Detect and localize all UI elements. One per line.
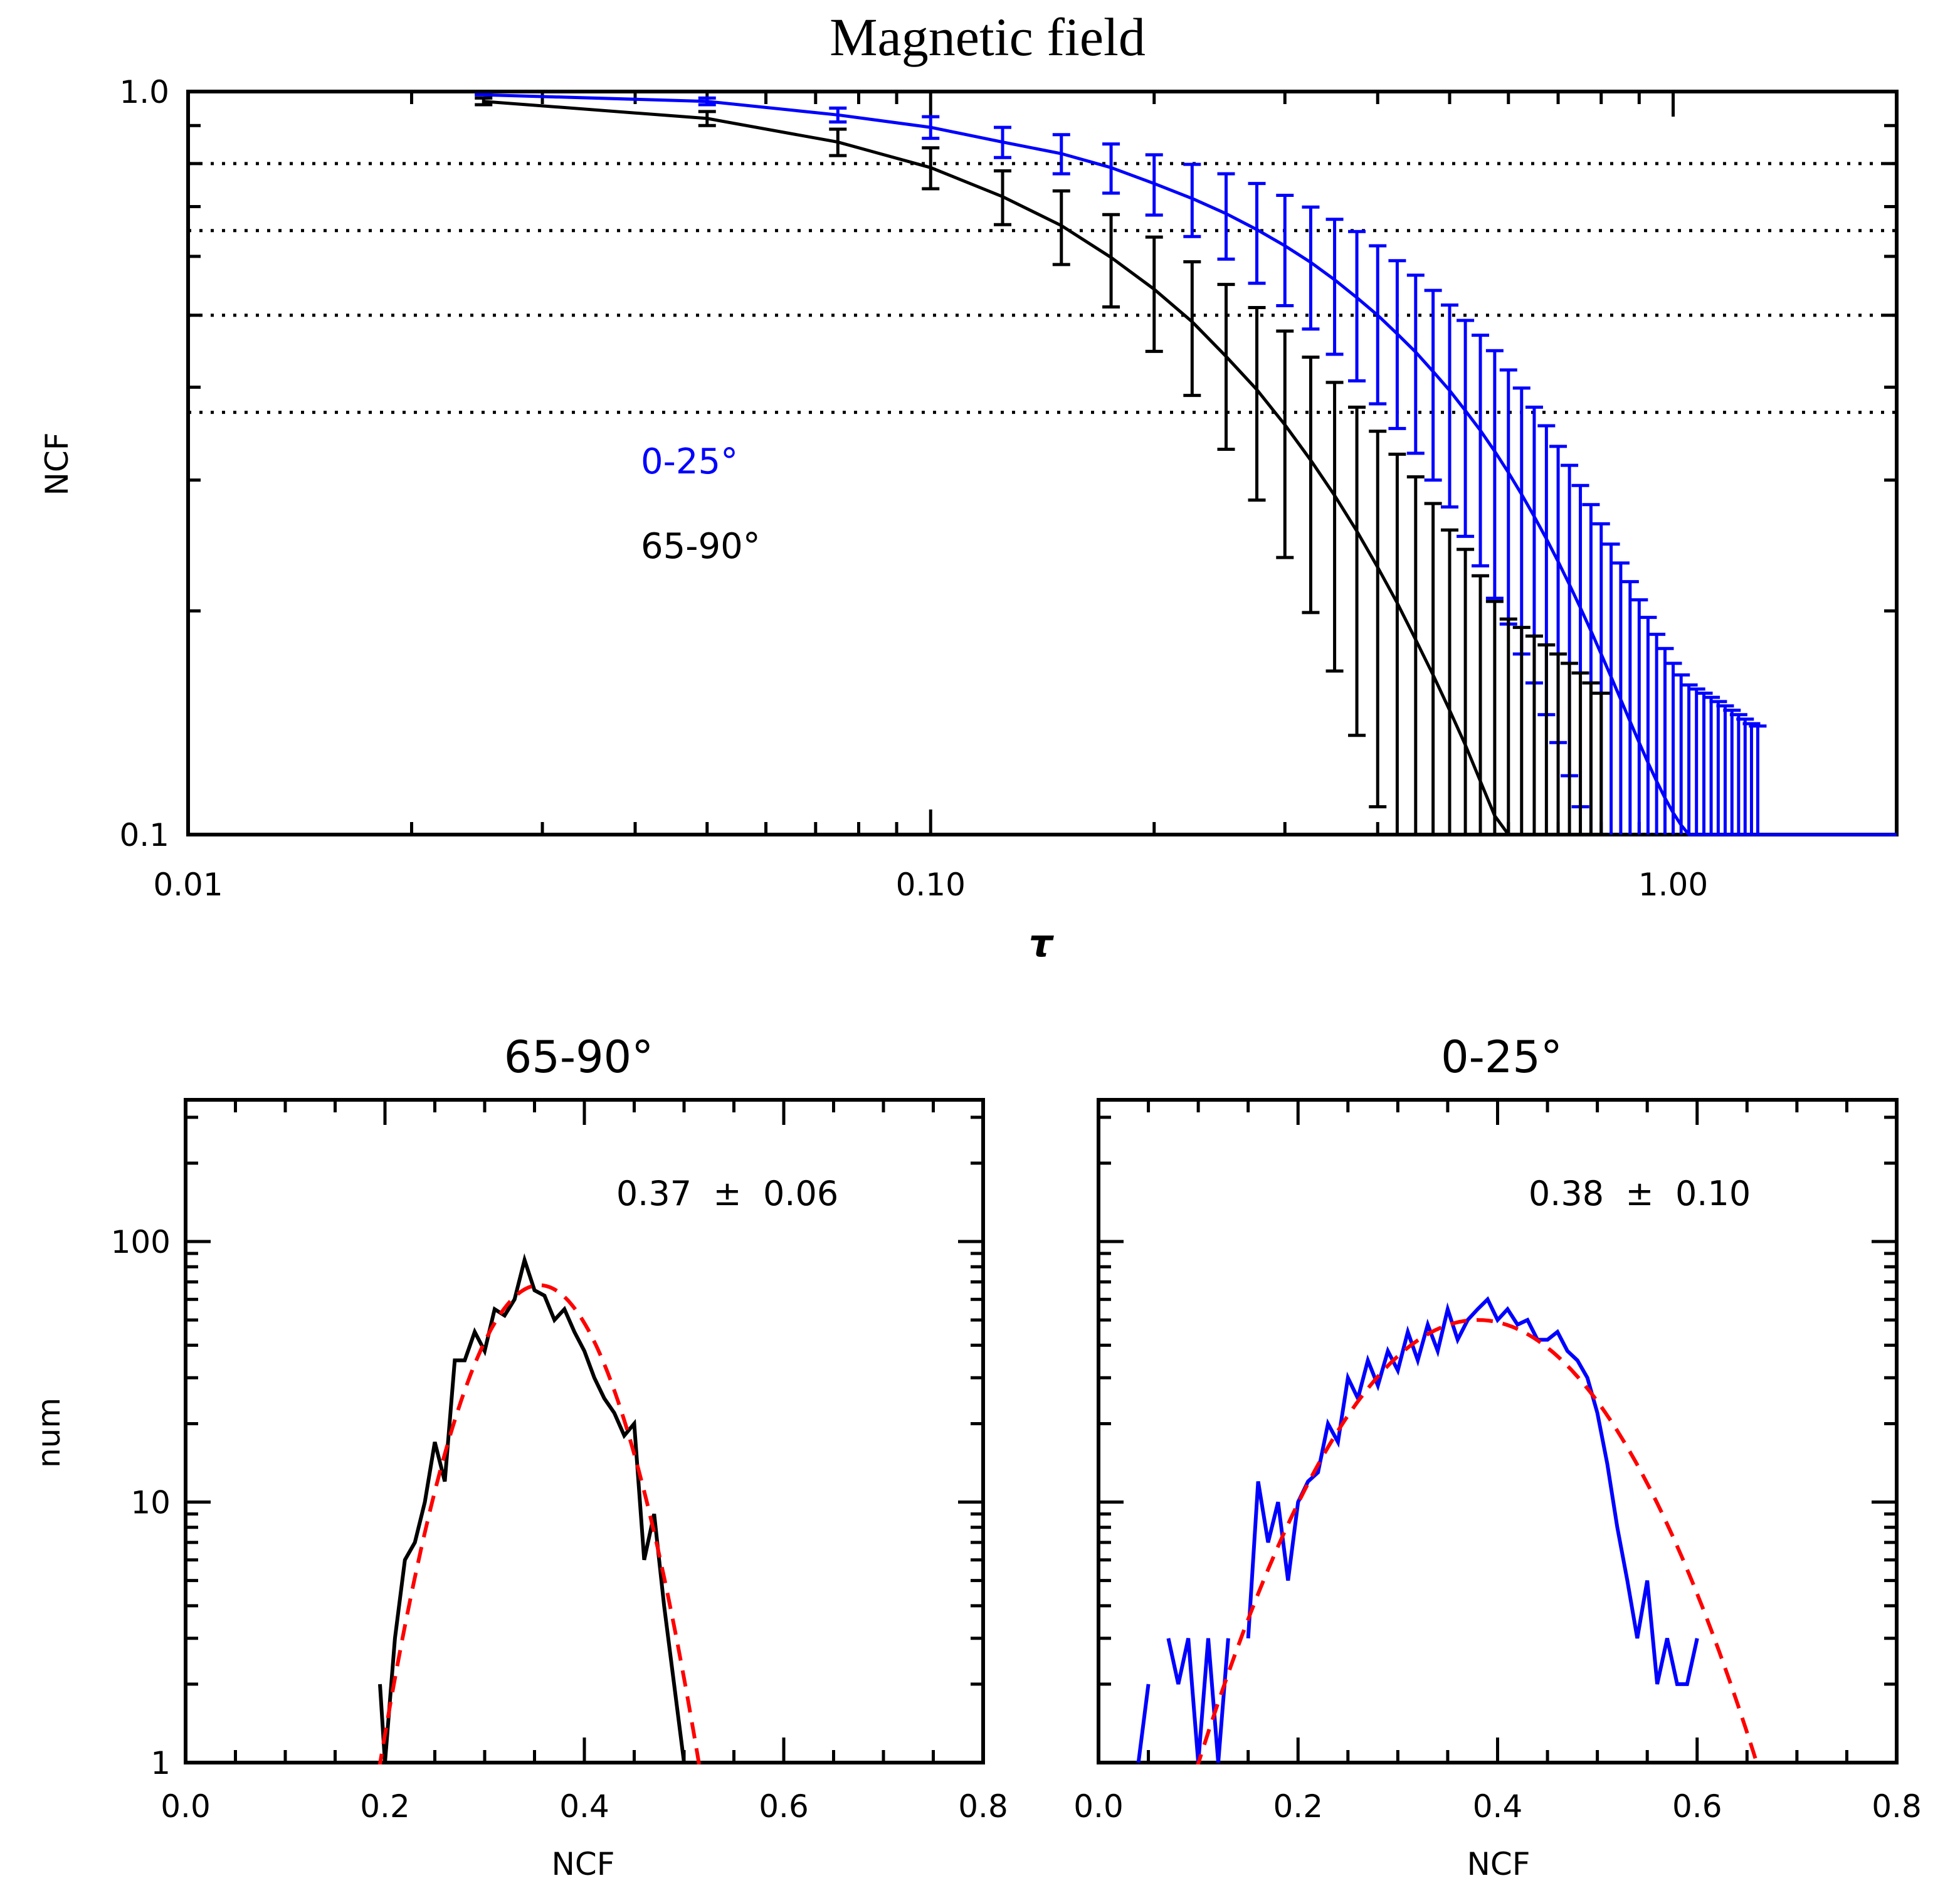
- clipped-series: [377, 1253, 702, 1764]
- histogram-line: [1136, 1684, 1151, 1763]
- x-tick-label: 0.4: [1473, 1788, 1523, 1825]
- legend-0-25: 0-25°: [641, 441, 738, 482]
- hist-left-title: 65-90°: [504, 1031, 653, 1083]
- top-tick-labels: 0.01 0.10 1.00 0.1 1.0: [119, 74, 1708, 903]
- hist-right-x-axis-label: NCF: [1467, 1846, 1530, 1882]
- hist-left-frame: [184, 1098, 985, 1764]
- hist-left-x-axis-label: NCF: [551, 1846, 614, 1882]
- x-tick-label: 0.0: [161, 1788, 211, 1825]
- hist-left-tick-labels: 0.0 0.2 0.4 0.6 0.8 1 10 100: [111, 1224, 1008, 1825]
- series-65-90: [475, 96, 1610, 836]
- x-tick-label: 0.8: [958, 1788, 1008, 1825]
- clipped-series: [1136, 1296, 1759, 1764]
- hist-right-series: [1136, 1296, 1759, 1764]
- hist-left-ticks: [184, 1100, 985, 1764]
- x-tick-label: 0.6: [759, 1788, 809, 1825]
- hist-right-ticks: [1097, 1100, 1899, 1764]
- histogram-0-25-chart: 0-25° 0.0 0.2 0.4 0.6 0.8 0.38 ± 0.10 NCF: [1073, 1031, 1922, 1882]
- fit-curve: [483, 100, 1601, 836]
- top-x-axis-label: τ: [1029, 922, 1055, 966]
- hist-left-fit-annotation: 0.37 ± 0.06: [616, 1174, 838, 1213]
- reference-lines: [188, 162, 1897, 414]
- y-tick-label: 100: [111, 1224, 171, 1260]
- top-series: [475, 93, 1897, 836]
- ncf-tau-chart: 0.01 0.10 1.00 0.1 1.0 τ NCF 0-25° 65-90°: [39, 74, 1899, 966]
- x-tick-label: 0.6: [1672, 1788, 1722, 1825]
- top-plot-frame: [186, 90, 1899, 836]
- histogram-line: [378, 1253, 694, 1764]
- y-tick-label: 0.1: [119, 817, 169, 853]
- figure-title: Magnetic field: [830, 7, 1146, 67]
- x-tick-label: 0.01: [153, 867, 223, 903]
- fit-curve: [483, 93, 1897, 836]
- x-tick-label: 0.0: [1073, 1788, 1124, 1825]
- top-y-axis-label: NCF: [39, 432, 75, 495]
- y-tick-label: 10: [130, 1485, 171, 1521]
- hist-left-series: [377, 1253, 702, 1764]
- hist-left-y-axis-label: num: [31, 1398, 67, 1468]
- hist-right-tick-labels: 0.0 0.2 0.4 0.6 0.8: [1073, 1788, 1922, 1825]
- x-tick-label: 0.2: [1273, 1788, 1323, 1825]
- hist-right-title: 0-25°: [1441, 1031, 1562, 1083]
- y-tick-label: 1: [150, 1745, 171, 1781]
- hist-right-frame: [1097, 1098, 1899, 1764]
- x-tick-label: 0.4: [559, 1788, 609, 1825]
- x-tick-label: 0.8: [1872, 1788, 1922, 1825]
- histogram-65-90-chart: 65-90° 0.0 0.2 0.4 0.6 0.8 1 10 100 0.37 ± 0.06…: [31, 1031, 1008, 1882]
- y-tick-label: 1.0: [119, 74, 169, 110]
- histogram-line: [1166, 1638, 1230, 1763]
- gaussian-fit-curve: [377, 1283, 702, 1764]
- gaussian-fit-curve: [1196, 1318, 1759, 1764]
- x-tick-label: 1.00: [1638, 867, 1708, 903]
- hist-right-fit-annotation: 0.38 ± 0.10: [1529, 1174, 1751, 1213]
- x-tick-label: 0.10: [896, 867, 966, 903]
- x-tick-label: 0.2: [360, 1788, 410, 1825]
- histogram-line: [1246, 1296, 1699, 1686]
- legend-65-90: 65-90°: [641, 526, 761, 567]
